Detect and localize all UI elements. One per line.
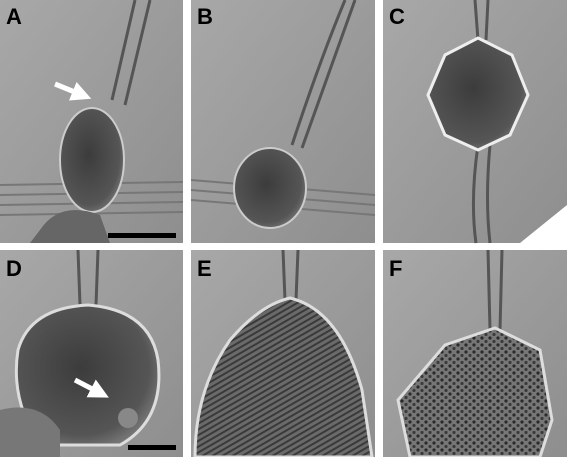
panel-b: B [190, 0, 376, 243]
panel-f: F [383, 249, 567, 457]
panel-label: B [197, 4, 213, 29]
panel-label: C [389, 4, 405, 29]
panel-label: D [6, 256, 22, 281]
panel-d: D [0, 249, 183, 457]
panel-c: C [383, 0, 567, 244]
panel-label: A [6, 4, 22, 29]
panel-label: F [389, 256, 402, 281]
panel-a: A [0, 0, 184, 243]
panel-e: E [191, 249, 375, 457]
panel-label: E [197, 256, 212, 281]
